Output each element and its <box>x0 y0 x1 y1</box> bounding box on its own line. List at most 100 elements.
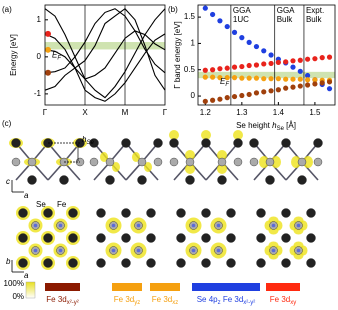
data-point <box>224 75 230 81</box>
fe-core <box>58 248 63 253</box>
atom <box>68 208 78 218</box>
data-point <box>305 82 311 88</box>
atom <box>68 233 78 243</box>
y-tick-label: -1 <box>34 89 42 98</box>
data-point <box>326 54 333 60</box>
y-axis-label: Γ band energy [eV] <box>173 21 182 89</box>
orbital-label: Fe 3dxz <box>152 295 178 305</box>
atom <box>249 138 259 148</box>
x-tick-label: 1.5 <box>309 108 321 117</box>
data-point <box>268 88 274 94</box>
h-label-part: h <box>82 135 87 144</box>
axis-name: a <box>24 191 29 200</box>
orbital-lobe <box>217 164 227 174</box>
gamma-marker <box>45 30 51 37</box>
atom <box>226 258 236 268</box>
axis-name: b <box>6 257 11 266</box>
atom <box>105 157 115 167</box>
atom <box>256 233 266 243</box>
data-point <box>261 48 267 54</box>
atom <box>249 157 259 167</box>
fe-core <box>136 223 141 228</box>
atom <box>153 138 163 148</box>
data-point <box>239 92 245 99</box>
atom <box>306 233 316 243</box>
data-point <box>202 5 208 11</box>
data-point <box>224 23 230 30</box>
data-point <box>268 60 274 67</box>
data-point <box>231 93 238 100</box>
x-tick-label: 1.4 <box>273 108 285 117</box>
data-point <box>210 11 216 18</box>
data-point <box>326 86 333 92</box>
orbital-lobe <box>201 130 211 140</box>
orbital-swatch <box>112 283 142 291</box>
fe-core <box>271 223 276 228</box>
orbital-label-part: Fe 3d <box>114 295 134 304</box>
atom <box>176 233 186 243</box>
data-point <box>312 77 318 83</box>
data-point <box>246 39 252 45</box>
fermi-band <box>198 71 335 79</box>
atom <box>169 138 179 148</box>
atom <box>201 138 211 148</box>
axis-name: c <box>6 177 10 186</box>
data-point <box>261 61 267 67</box>
atom <box>201 208 211 218</box>
gamma-marker <box>45 46 51 53</box>
colorbar-label: 100% <box>4 279 24 288</box>
reference-label: GGA <box>277 6 295 15</box>
atom <box>265 157 275 167</box>
atom <box>43 233 53 243</box>
orbital-label-part: Fe 3d <box>221 295 244 304</box>
orbital-swatch <box>45 283 80 291</box>
band-line <box>44 33 166 102</box>
data-point <box>275 59 281 65</box>
data-point <box>239 63 245 70</box>
panel-label: (b) <box>168 5 178 14</box>
fe-core <box>191 248 196 253</box>
x-tick-label: 1.3 <box>236 108 248 117</box>
orbital-lobe <box>185 150 195 160</box>
fe-core <box>111 248 116 253</box>
data-point <box>290 76 296 82</box>
atom <box>27 157 37 167</box>
orbital-lobe <box>112 162 120 172</box>
atom <box>11 157 21 167</box>
data-point <box>202 67 208 73</box>
atom <box>256 208 266 218</box>
data-point <box>290 84 296 90</box>
atom <box>226 233 236 243</box>
data-point <box>217 75 223 81</box>
atom <box>146 208 156 218</box>
fe-core <box>296 248 301 253</box>
x-tick-label: Γ <box>163 108 168 117</box>
y-tick-label: 0 <box>37 52 42 61</box>
fermi-label-part: F <box>225 82 229 88</box>
atom <box>18 258 28 268</box>
fermi-label-part: F <box>57 55 61 61</box>
x-axis-label: Se height hSe [Å] <box>236 121 296 131</box>
atom <box>121 208 131 218</box>
data-point <box>253 43 260 50</box>
orbital-label-part: xy <box>290 300 296 306</box>
atom-label: Fe <box>57 200 67 209</box>
orbital-swatch <box>266 283 300 291</box>
bond <box>125 161 143 181</box>
fe-core <box>33 223 38 228</box>
orbital-label-part: yz <box>134 300 140 306</box>
bond <box>93 161 111 181</box>
data-point <box>261 89 267 95</box>
orbital-lobe <box>259 156 269 168</box>
data-point <box>319 80 325 86</box>
orbital-swatch <box>192 283 260 291</box>
data-point <box>210 74 216 80</box>
data-point <box>305 77 311 83</box>
atom <box>18 233 28 243</box>
panel-label: (a) <box>2 5 12 14</box>
x-axis-label-part: h <box>272 121 277 130</box>
atom <box>11 138 21 148</box>
reference-label: 1UC <box>233 15 249 24</box>
data-point <box>253 90 260 96</box>
atom-label: Se <box>36 200 46 209</box>
